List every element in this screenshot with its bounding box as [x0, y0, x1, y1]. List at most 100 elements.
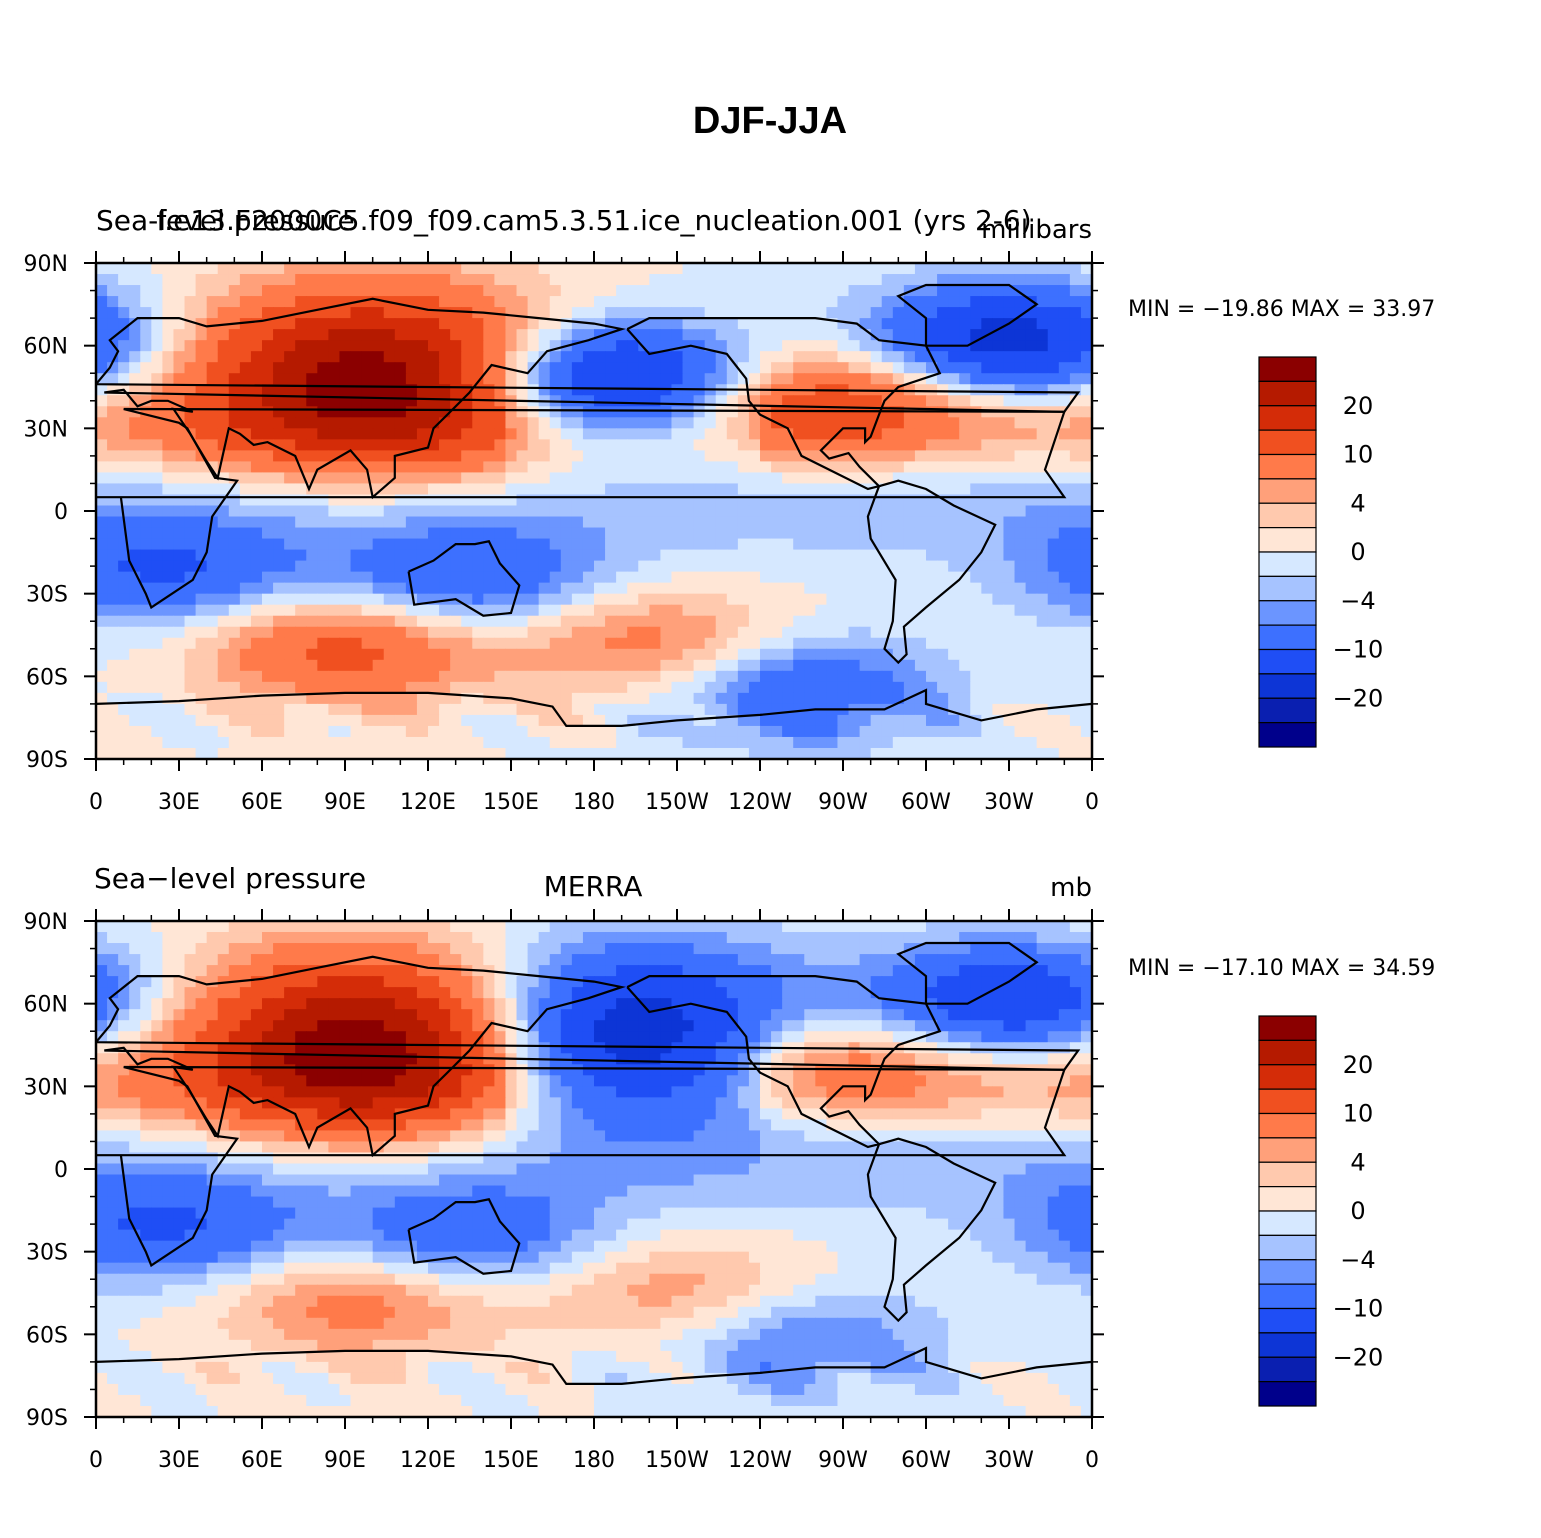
- field-cell: [173, 593, 186, 606]
- field-cell: [870, 659, 883, 672]
- field-cell: [704, 976, 717, 988]
- y-tick-label: 0: [54, 500, 68, 525]
- field-cell: [184, 976, 197, 988]
- field-cell: [815, 428, 827, 440]
- field-cell: [649, 965, 661, 977]
- field-cell: [649, 538, 661, 551]
- field-cell: [129, 384, 141, 396]
- field-cell: [516, 428, 529, 440]
- field-cell: [682, 921, 695, 933]
- field-cell: [726, 659, 739, 672]
- field-cell: [527, 472, 540, 485]
- field-cell: [804, 307, 816, 319]
- field-cell: [394, 329, 407, 341]
- field-cell: [1003, 439, 1016, 451]
- field-cell: [760, 1009, 772, 1021]
- field-cell: [1025, 921, 1038, 933]
- field-cell: [173, 626, 186, 639]
- field-cell: [748, 637, 761, 650]
- field-cell: [1058, 921, 1071, 933]
- field-cell: [649, 395, 661, 407]
- field-cell: [416, 703, 429, 716]
- field-cell: [815, 307, 827, 319]
- field-cell: [594, 351, 606, 363]
- x-tick-label: 90W: [818, 790, 868, 815]
- field-cell: [129, 998, 141, 1010]
- field-cell: [748, 549, 761, 562]
- field-cell: [737, 263, 750, 275]
- field-cell: [605, 637, 617, 650]
- field-cell: [1080, 384, 1092, 396]
- field-cell: [881, 274, 894, 286]
- field-cell: [848, 395, 861, 407]
- field-cell: [992, 384, 1005, 396]
- field-cell: [262, 417, 274, 429]
- field-cell: [560, 263, 573, 275]
- field-cell: [494, 571, 507, 584]
- field-cell: [837, 692, 850, 705]
- field-cell: [118, 285, 130, 297]
- field-cell: [549, 538, 562, 551]
- field-cell: [118, 527, 130, 540]
- field-cell: [328, 263, 341, 275]
- field-cell: [107, 450, 119, 462]
- field-cell: [671, 472, 684, 485]
- field-cell: [892, 538, 905, 551]
- field-cell: [859, 604, 872, 617]
- field-cell: [416, 417, 429, 429]
- field-cell: [306, 736, 318, 749]
- field-cell: [483, 637, 495, 650]
- field-cell: [184, 747, 197, 759]
- field-cell: [638, 461, 650, 474]
- field-cell: [671, 329, 684, 341]
- field-cell: [704, 932, 717, 944]
- field-cell: [970, 714, 982, 727]
- field-cell: [1047, 571, 1060, 584]
- field-cell: [826, 263, 839, 275]
- field-cell: [970, 461, 982, 474]
- field-cell: [760, 538, 772, 551]
- field-cell: [361, 274, 374, 286]
- field-cell: [461, 954, 473, 966]
- field-cell: [616, 582, 628, 595]
- field-cell: [516, 736, 529, 749]
- colorbar-label: 4: [1350, 489, 1365, 517]
- field-cell: [549, 340, 562, 352]
- field-cell: [250, 998, 263, 1010]
- field-cell: [1080, 747, 1092, 759]
- field-cell: [295, 318, 307, 330]
- field-cell: [96, 527, 108, 540]
- field-cell: [450, 318, 462, 330]
- field-cell: [682, 648, 695, 661]
- field-cell: [461, 626, 473, 639]
- field-cell: [671, 505, 684, 518]
- field-cell: [582, 384, 595, 396]
- field-cell: [494, 998, 507, 1010]
- field-cell: [760, 703, 772, 716]
- field-cell: [350, 417, 363, 429]
- field-cell: [826, 987, 839, 999]
- field-cell: [1058, 965, 1071, 977]
- field-cell: [981, 296, 993, 308]
- field-cell: [239, 461, 252, 474]
- field-cell: [107, 406, 119, 418]
- field-cell: [948, 626, 960, 639]
- field-cell: [1003, 659, 1016, 672]
- field-cell: [350, 1009, 363, 1021]
- field-cell: [328, 329, 341, 341]
- field-cell: [250, 384, 263, 396]
- field-cell: [649, 604, 661, 617]
- field-cell: [151, 263, 163, 275]
- field-cell: [549, 1009, 562, 1021]
- field-cell: [914, 976, 927, 988]
- field-cell: [748, 943, 761, 955]
- field-cell: [483, 976, 495, 988]
- field-cell: [239, 932, 252, 944]
- field-cell: [439, 1009, 451, 1021]
- field-cell: [140, 604, 152, 617]
- field-cell: [760, 736, 772, 749]
- field-cell: [616, 406, 628, 418]
- field-cell: [737, 285, 750, 297]
- field-cell: [627, 516, 639, 529]
- field-cell: [284, 932, 296, 944]
